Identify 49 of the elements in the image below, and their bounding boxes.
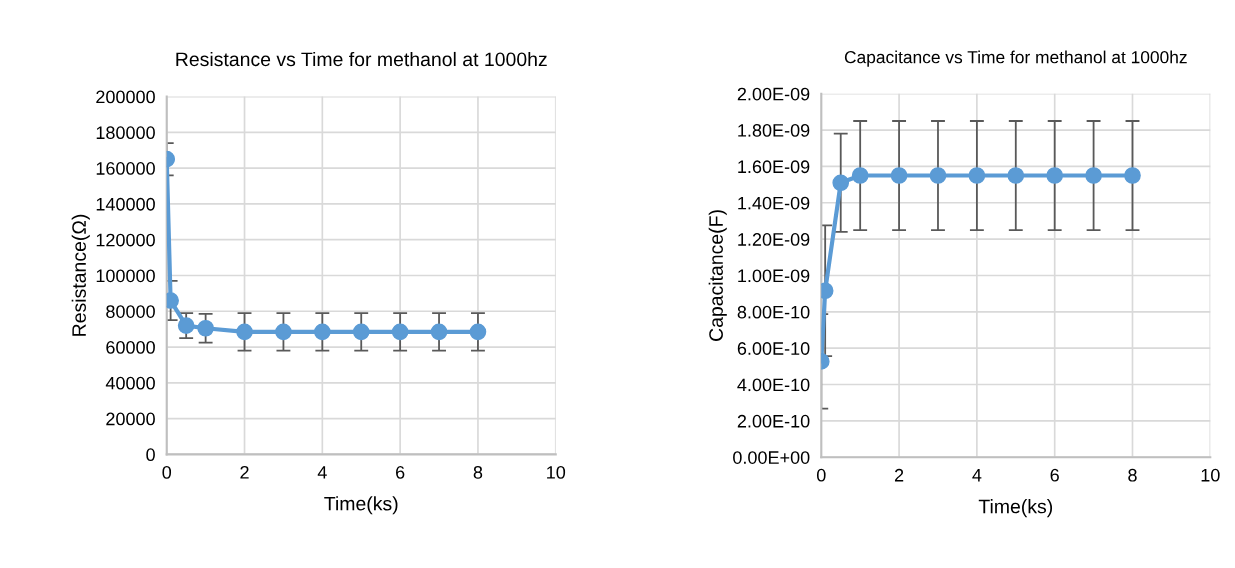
y-tick-label: 60000 [106, 340, 155, 354]
y-axis-title: Resistance(Ω) [71, 214, 90, 336]
y-tick-label: 0 [146, 448, 155, 462]
y-tick-label: 120000 [96, 233, 155, 247]
point [236, 323, 253, 341]
y-axis-title: Capacitance(F) [708, 210, 727, 341]
x-tick-label: 8 [473, 465, 483, 479]
chart-title: Resistance vs Time for methanol at 1000hz [176, 51, 547, 67]
y-tick-label: 1.00E-09 [738, 269, 810, 283]
x-axis-title: Time(ks) [978, 499, 1053, 518]
y-tick-label: 6.00E-10 [737, 342, 810, 355]
point [352, 323, 370, 341]
x-tick-label: 0 [816, 468, 826, 482]
y-tick-label: 1.20E-09 [738, 233, 810, 246]
y-tick-label: 1.60E-09 [738, 160, 810, 174]
y-tick-label: 160000 [96, 162, 155, 175]
point [314, 323, 331, 341]
x-tick-label: 0 [162, 465, 172, 479]
x-tick-label: 2 [240, 465, 249, 479]
point [177, 317, 195, 334]
x-axis-title: Time(ks) [324, 496, 398, 515]
y-tick-label: 40000 [105, 376, 155, 390]
point [469, 323, 487, 341]
y-tick-label: 4.00E-10 [737, 378, 810, 392]
point [275, 323, 292, 341]
x-tick-label: 6 [396, 465, 405, 479]
y-tick-label: 180000 [96, 126, 155, 140]
y-tick-label: 20000 [106, 412, 155, 426]
x-tick-label: 10 [547, 465, 566, 479]
y-tick-label: 0.00E+00 [733, 451, 810, 464]
y-tick-label: 1.80E-09 [738, 124, 810, 137]
y-tick-label: 2.00E-09 [737, 87, 810, 101]
x-tick-label: 6 [1050, 468, 1059, 482]
point [391, 323, 409, 341]
chart-title: Capacitance vs Time for methanol at 1000hz [844, 50, 1187, 67]
y-tick-label: 140000 [96, 197, 155, 211]
y-tick-label: 100000 [96, 269, 155, 283]
point [197, 319, 214, 337]
x-tick-label: 4 [317, 466, 327, 479]
x-tick-label: 2 [894, 468, 904, 482]
x-tick-label: 10 [1201, 468, 1220, 482]
point [430, 323, 448, 341]
y-tick-label: 8.00E-10 [737, 305, 810, 319]
y-tick-label: 2.00E-10 [737, 414, 810, 428]
x-tick-label: 8 [1128, 468, 1137, 482]
y-tick-label: 80000 [106, 305, 155, 318]
x-tick-label: 4 [972, 469, 982, 482]
y-tick-label: 200000 [96, 90, 155, 104]
y-tick-label: 1.40E-09 [738, 196, 810, 210]
